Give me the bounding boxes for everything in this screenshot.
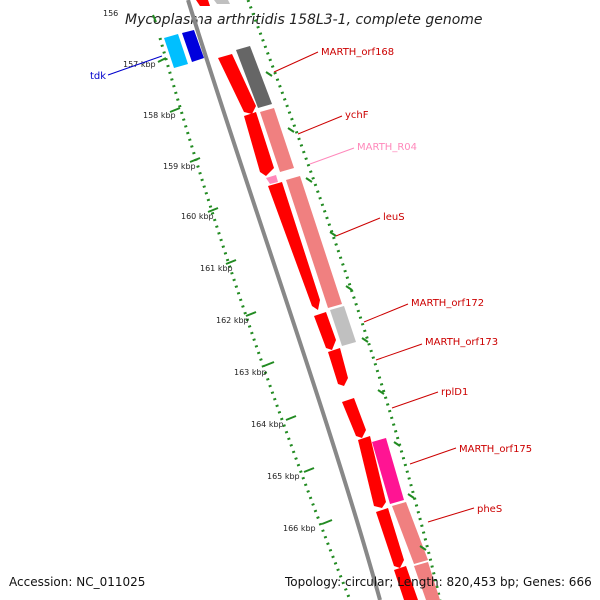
tick-label: 162 kbp <box>216 316 249 325</box>
tdk-connector <box>107 55 163 76</box>
outer-tick <box>305 177 313 183</box>
inner-ruler <box>158 37 352 600</box>
tick-label: 163 kbp <box>234 368 267 377</box>
outer-tick <box>407 493 415 499</box>
orf168-feature-gray <box>236 46 272 108</box>
genome-summary-text: Topology: circular; Length: 820,453 bp; … <box>285 575 592 589</box>
tick-mark <box>152 14 157 23</box>
leuS-cds <box>268 182 320 310</box>
tick-label: 164 kbp <box>251 420 284 429</box>
outer-ruler-ticks <box>265 71 427 551</box>
R04-connector <box>309 147 355 165</box>
ychF-connector <box>297 115 343 135</box>
tick-mark <box>207 207 219 213</box>
tdk-gene-cyan <box>164 34 188 68</box>
outer-tick <box>361 337 369 343</box>
outer-tick <box>345 285 353 291</box>
pheS-cds <box>376 508 404 568</box>
rplD1-cds <box>342 398 366 438</box>
orf175-feature-magenta <box>372 438 404 504</box>
gene-label-leuS[interactable]: leuS <box>383 212 405 223</box>
tdk-gene-blue <box>182 30 204 62</box>
tick-mark <box>189 157 201 163</box>
gene-label-orf168[interactable]: MARTH_orf168 <box>321 47 394 58</box>
outer-tick <box>377 389 385 395</box>
gene-label-orf172[interactable]: MARTH_orf172 <box>411 298 484 309</box>
leuS-feature-light <box>286 176 342 308</box>
orf172-feature-gray <box>330 306 356 346</box>
gene-label-tdk[interactable]: tdk <box>90 71 106 82</box>
outer-tick <box>287 127 295 133</box>
tick-mark <box>303 467 315 473</box>
tick-mark <box>157 57 167 63</box>
gene-label-ychF[interactable]: ychF <box>345 110 369 121</box>
orf175-cds <box>358 436 386 508</box>
tick-mark <box>263 361 275 367</box>
backbone-line <box>186 0 382 600</box>
orf168-cds <box>218 54 256 114</box>
tick-label: 165 kbp <box>267 472 300 481</box>
gene-label-lines <box>107 51 475 523</box>
orf173-cds <box>328 348 348 386</box>
rplD1-connector <box>391 391 439 409</box>
tick-mark <box>285 415 297 421</box>
outer-ruler <box>246 0 442 600</box>
bottom-feature-red <box>394 566 418 600</box>
tick-mark <box>321 519 333 525</box>
bottom-feature-light <box>414 562 440 600</box>
gene-label-rplD1[interactable]: rplD1 <box>441 387 468 398</box>
ychF-feature-light <box>260 108 294 172</box>
outer-tick <box>265 71 273 77</box>
gene-label-R04[interactable]: MARTH_R04 <box>357 142 417 153</box>
pheS-feature-light <box>392 502 428 564</box>
gene-labels: tdk MARTH_orf168 ychF MARTH_R04 leuS MAR… <box>90 47 532 515</box>
tick-label: 159 kbp <box>163 162 196 171</box>
backbone-highlight <box>191 0 385 600</box>
gene-label-pheS[interactable]: pheS <box>477 504 502 515</box>
outer-tick <box>419 545 427 551</box>
ychF-cds <box>244 112 274 176</box>
outer-tick <box>329 231 337 237</box>
orf172-cds <box>314 312 336 350</box>
leuS-connector <box>335 217 381 237</box>
tick-mark <box>245 311 257 317</box>
tick-mark <box>169 107 181 113</box>
top-feature-gray <box>214 0 230 4</box>
gene-label-orf175[interactable]: MARTH_orf175 <box>459 444 532 455</box>
tick-mark <box>225 259 237 265</box>
tick-label: 160 kbp <box>181 212 214 221</box>
orf175-connector <box>409 447 457 465</box>
tick-label: 156 <box>103 9 118 18</box>
tick-label: 166 kbp <box>283 524 316 533</box>
orf173-connector <box>375 343 423 361</box>
accession-text: Accession: NC_011025 <box>9 575 146 589</box>
top-feature-red <box>196 0 210 6</box>
outer-tick <box>393 441 401 447</box>
gene-label-orf173[interactable]: MARTH_orf173 <box>425 337 498 348</box>
R04-rna <box>266 175 278 184</box>
orf172-connector <box>363 303 409 323</box>
tick-label: 158 kbp <box>143 111 176 120</box>
orf168-connector <box>273 51 319 73</box>
map-title: Mycoplasma arthritidis 158L3-1, complete… <box>125 12 483 28</box>
pheS-connector <box>427 507 475 523</box>
tick-label: 161 kbp <box>200 264 233 273</box>
